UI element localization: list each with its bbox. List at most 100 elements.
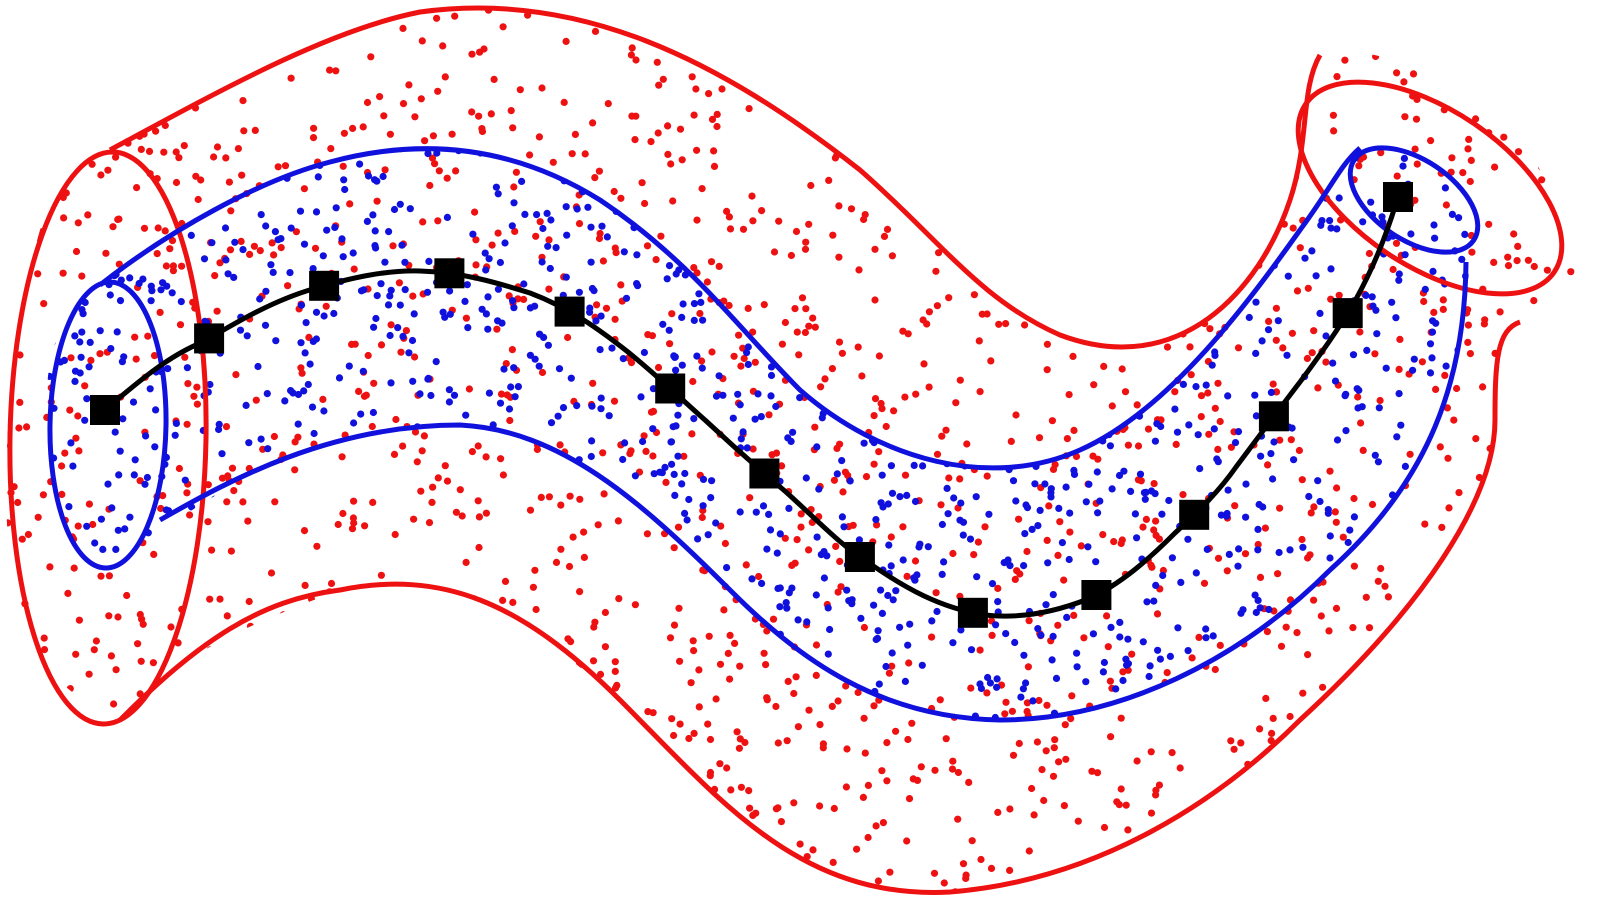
inner-scatter-dot (959, 390, 967, 398)
outer-scatter-dot (1256, 573, 1265, 582)
inner-scatter-dot (849, 290, 858, 298)
outer-scatter-dot (670, 621, 679, 629)
inner-scatter-dot (639, 437, 647, 446)
inner-scatter-dot (555, 365, 564, 373)
outer-scatter-dot (450, 617, 458, 625)
outer-scatter-dot (1501, 538, 1509, 546)
outer-scatter-dot (886, 99, 894, 107)
outer-scatter-dot (87, 356, 95, 364)
inner-scatter-dot (281, 147, 289, 154)
outer-scatter-dot (1530, 262, 1538, 271)
outer-scatter-dot (978, 47, 986, 55)
inner-scatter-dot (828, 269, 837, 277)
outer-scatter-dot (1163, 343, 1172, 351)
inner-scatter-dot (236, 326, 245, 334)
outer-scatter-dot (1134, 476, 1142, 484)
outer-scatter-dot (238, 171, 246, 179)
inner-scatter-dot (910, 461, 918, 469)
inner-scatter-dot (1458, 460, 1466, 468)
outer-scatter-dot (155, 815, 163, 823)
outer-scatter-dot (778, 462, 786, 470)
outer-scatter-dot (300, 527, 309, 535)
inner-scatter-dot (311, 147, 320, 154)
outer-scatter-dot (39, 491, 48, 499)
outer-scatter-dot (487, 110, 495, 118)
outer-scatter-dot (1188, 654, 1196, 662)
inner-scatter-dot (967, 646, 976, 654)
inner-scatter-dot (1006, 400, 1015, 408)
outer-scatter-dot (1138, 55, 1146, 63)
inner-scatter-dot (59, 612, 67, 620)
outer-scatter-dot (1420, 297, 1428, 306)
outer-scatter-dot (185, 716, 193, 725)
outer-scatter-dot (55, 742, 63, 750)
outer-scatter-dot (488, 241, 496, 249)
inner-scatter-dot (1009, 477, 1018, 485)
outer-scatter-dot (1043, 701, 1051, 709)
inner-scatter-dot (560, 478, 568, 486)
inner-scatter-dot (492, 183, 500, 191)
outer-scatter-dot (1333, 484, 1341, 492)
outer-scatter-dot (279, 611, 288, 619)
inner-scatter-dot (926, 252, 934, 260)
inner-scatter-dot (221, 224, 230, 232)
outer-scatter-dot (541, 796, 549, 805)
inner-scatter-dot (695, 653, 703, 661)
outer-scatter-dot (336, 749, 344, 757)
outer-scatter-dot (1032, 96, 1040, 104)
outer-scatter-dot (1033, 257, 1041, 265)
outer-scatter-dot (1200, 579, 1209, 587)
outer-scatter-dot (23, 831, 31, 839)
inner-scatter-dot (608, 344, 616, 352)
inner-scatter-dot (824, 712, 832, 720)
inner-scatter-dot (824, 650, 832, 658)
inner-scatter-dot (290, 588, 298, 596)
inner-scatter-dot (1419, 536, 1427, 544)
inner-scatter-dot (1168, 273, 1177, 281)
inner-scatter-dot (1034, 625, 1042, 633)
outer-scatter-dot (977, 193, 985, 201)
outer-scatter-dot (410, 7, 418, 9)
outer-scatter-dot (380, 112, 388, 120)
outer-scatter-dot (397, 766, 405, 774)
inner-scatter-dot (273, 631, 282, 639)
inner-scatter-dot (358, 470, 366, 478)
inner-scatter-dot (214, 503, 222, 511)
outer-scatter-dot (838, 349, 847, 357)
inner-scatter-dot (198, 702, 206, 711)
outer-scatter-dot (952, 41, 961, 49)
inner-scatter-dot (575, 172, 583, 180)
inner-tube-left-end-cap (47, 279, 169, 571)
inner-scatter-dot (1322, 168, 1330, 176)
outer-scatter-dot (301, 581, 309, 590)
inner-scatter-dot (1142, 147, 1150, 154)
outer-scatter-dot (297, 364, 305, 372)
inner-scatter-dot (429, 529, 437, 537)
inner-scatter-dot (199, 590, 207, 599)
inner-scatter-dot (1317, 221, 1325, 229)
outer-scatter-dot (749, 811, 757, 820)
outer-scatter-dot (1500, 133, 1508, 141)
outer-scatter-dot (77, 774, 85, 783)
inner-scatter-dot (156, 215, 164, 223)
inner-scatter-dot (626, 528, 635, 537)
inner-scatter-dot (294, 420, 302, 428)
inner-scatter-dot (575, 288, 584, 296)
outer-scatter-dot (237, 709, 245, 717)
outer-scatter-dot (497, 455, 505, 463)
outer-scatter-dot (1236, 866, 1244, 874)
outer-scatter-dot (45, 788, 53, 796)
outer-scatter-dot (1393, 846, 1401, 854)
inner-scatter-dot (886, 413, 895, 421)
outer-scatter-dot (348, 525, 357, 533)
outer-scatter-dot (834, 52, 842, 61)
outer-scatter-dot (396, 867, 404, 875)
outer-scatter-dot (1310, 503, 1318, 511)
inner-scatter-dot (462, 663, 470, 671)
inner-scatter-dot (867, 718, 875, 721)
outer-scatter-dot (528, 881, 536, 889)
outer-scatter-dot (1051, 736, 1059, 744)
outer-scatter-dot (611, 315, 619, 323)
outer-scatter-dot (508, 346, 516, 354)
inner-scatter-dot (72, 690, 80, 698)
